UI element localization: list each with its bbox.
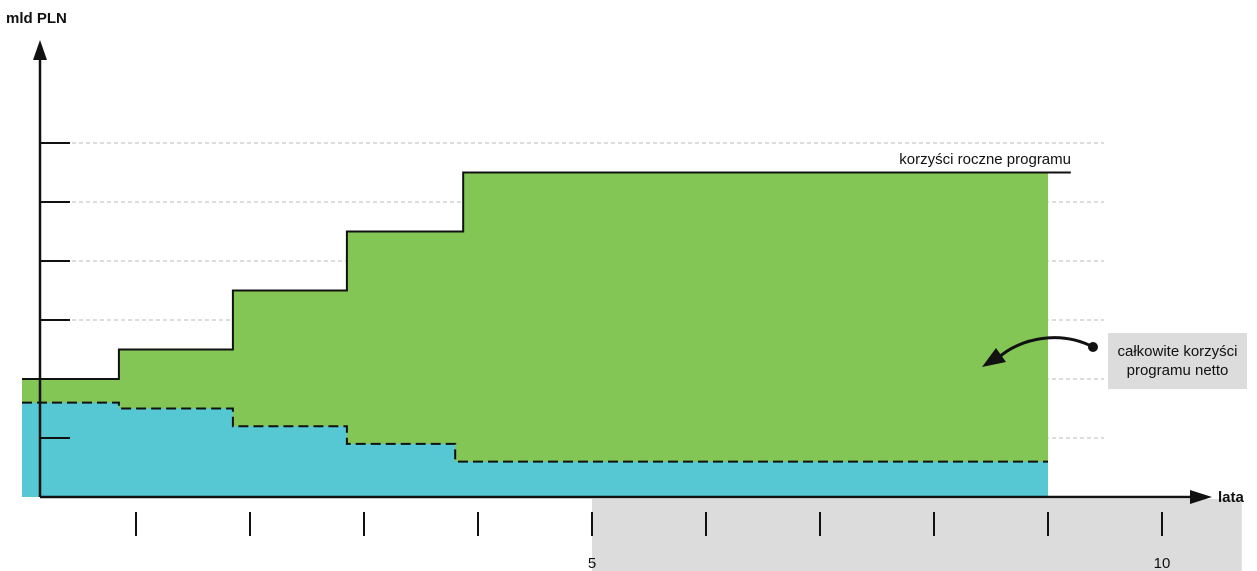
x-ticks <box>135 512 1163 536</box>
callout-curve-arrow <box>996 336 1094 360</box>
x-axis-arrow <box>1190 490 1212 504</box>
y-axis-label: mld PLN <box>6 10 67 27</box>
x-axis-label: lata <box>1218 489 1245 506</box>
benefits-area <box>22 172 1048 497</box>
annual-benefits-label: korzyści roczne programu <box>899 151 1071 168</box>
x-tick-label: 10 <box>1154 555 1171 571</box>
cost-dashed-line <box>22 401 1048 463</box>
cost-area <box>22 402 1048 497</box>
y-axis-arrow <box>33 40 47 60</box>
net-benefits-callout: całkowite korzyści programu netto <box>1108 333 1247 389</box>
highlight-band <box>592 499 1242 571</box>
y-ticks <box>40 142 70 439</box>
callout-arrowhead <box>982 348 1006 367</box>
x-tick-label: 5 <box>588 555 596 571</box>
callout-dot <box>1088 342 1098 352</box>
annual-benefits-line <box>22 171 1071 380</box>
callout-line-1: całkowite korzyści <box>1117 343 1238 360</box>
x-tick-labels: 5 10 <box>588 555 1171 571</box>
callout-line-2: programu netto <box>1126 362 1229 379</box>
